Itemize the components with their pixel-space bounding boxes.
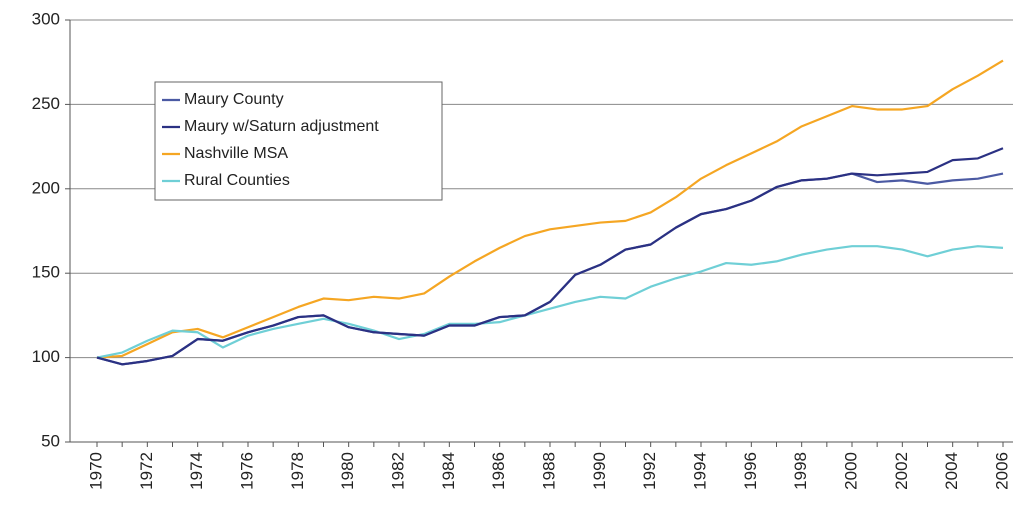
x-tick-label: 2006 <box>992 452 1011 490</box>
x-tick-label: 1978 <box>288 452 307 490</box>
y-tick-label: 200 <box>32 178 60 197</box>
x-tick-label: 1980 <box>338 452 357 490</box>
y-tick-label: 250 <box>32 94 60 113</box>
y-tick-label: 300 <box>32 9 60 28</box>
x-tick-label: 1990 <box>590 452 609 490</box>
legend-box <box>154 81 443 201</box>
series-line <box>96 59 1004 359</box>
legend-label: Maury County <box>184 91 284 108</box>
x-tick-label: 1972 <box>137 452 156 490</box>
legend-label: Rural Counties <box>184 172 290 189</box>
series-line <box>96 172 1004 366</box>
x-tick-label: 2002 <box>892 452 911 490</box>
y-tick-label: 100 <box>32 347 60 366</box>
x-tick-label: 1970 <box>86 452 105 490</box>
y-tick-label: 150 <box>32 263 60 282</box>
x-tick-label: 1976 <box>237 452 256 490</box>
legend-label: Maury w/Saturn adjustment <box>184 118 379 135</box>
series-line <box>96 245 1004 359</box>
x-tick-label: 1988 <box>539 452 558 490</box>
x-tick-label: 2000 <box>841 452 860 490</box>
x-tick-label: 1998 <box>791 452 810 490</box>
x-tick-label: 2004 <box>942 452 961 490</box>
series-line <box>96 147 1004 366</box>
x-tick-label: 1982 <box>388 452 407 490</box>
x-tick-label: 1996 <box>741 452 760 490</box>
x-tick-label: 1974 <box>187 452 206 490</box>
x-tick-label: 1994 <box>690 452 709 490</box>
legend: Maury County Maury w/Saturn adjustment Nas… <box>154 81 443 201</box>
x-tick-label: 1986 <box>489 452 508 490</box>
legend-label: Nashville MSA <box>184 145 288 162</box>
y-tick-label: 50 <box>41 431 60 450</box>
x-tick-label: 1992 <box>640 452 659 490</box>
x-tick-label: 1984 <box>439 452 458 490</box>
